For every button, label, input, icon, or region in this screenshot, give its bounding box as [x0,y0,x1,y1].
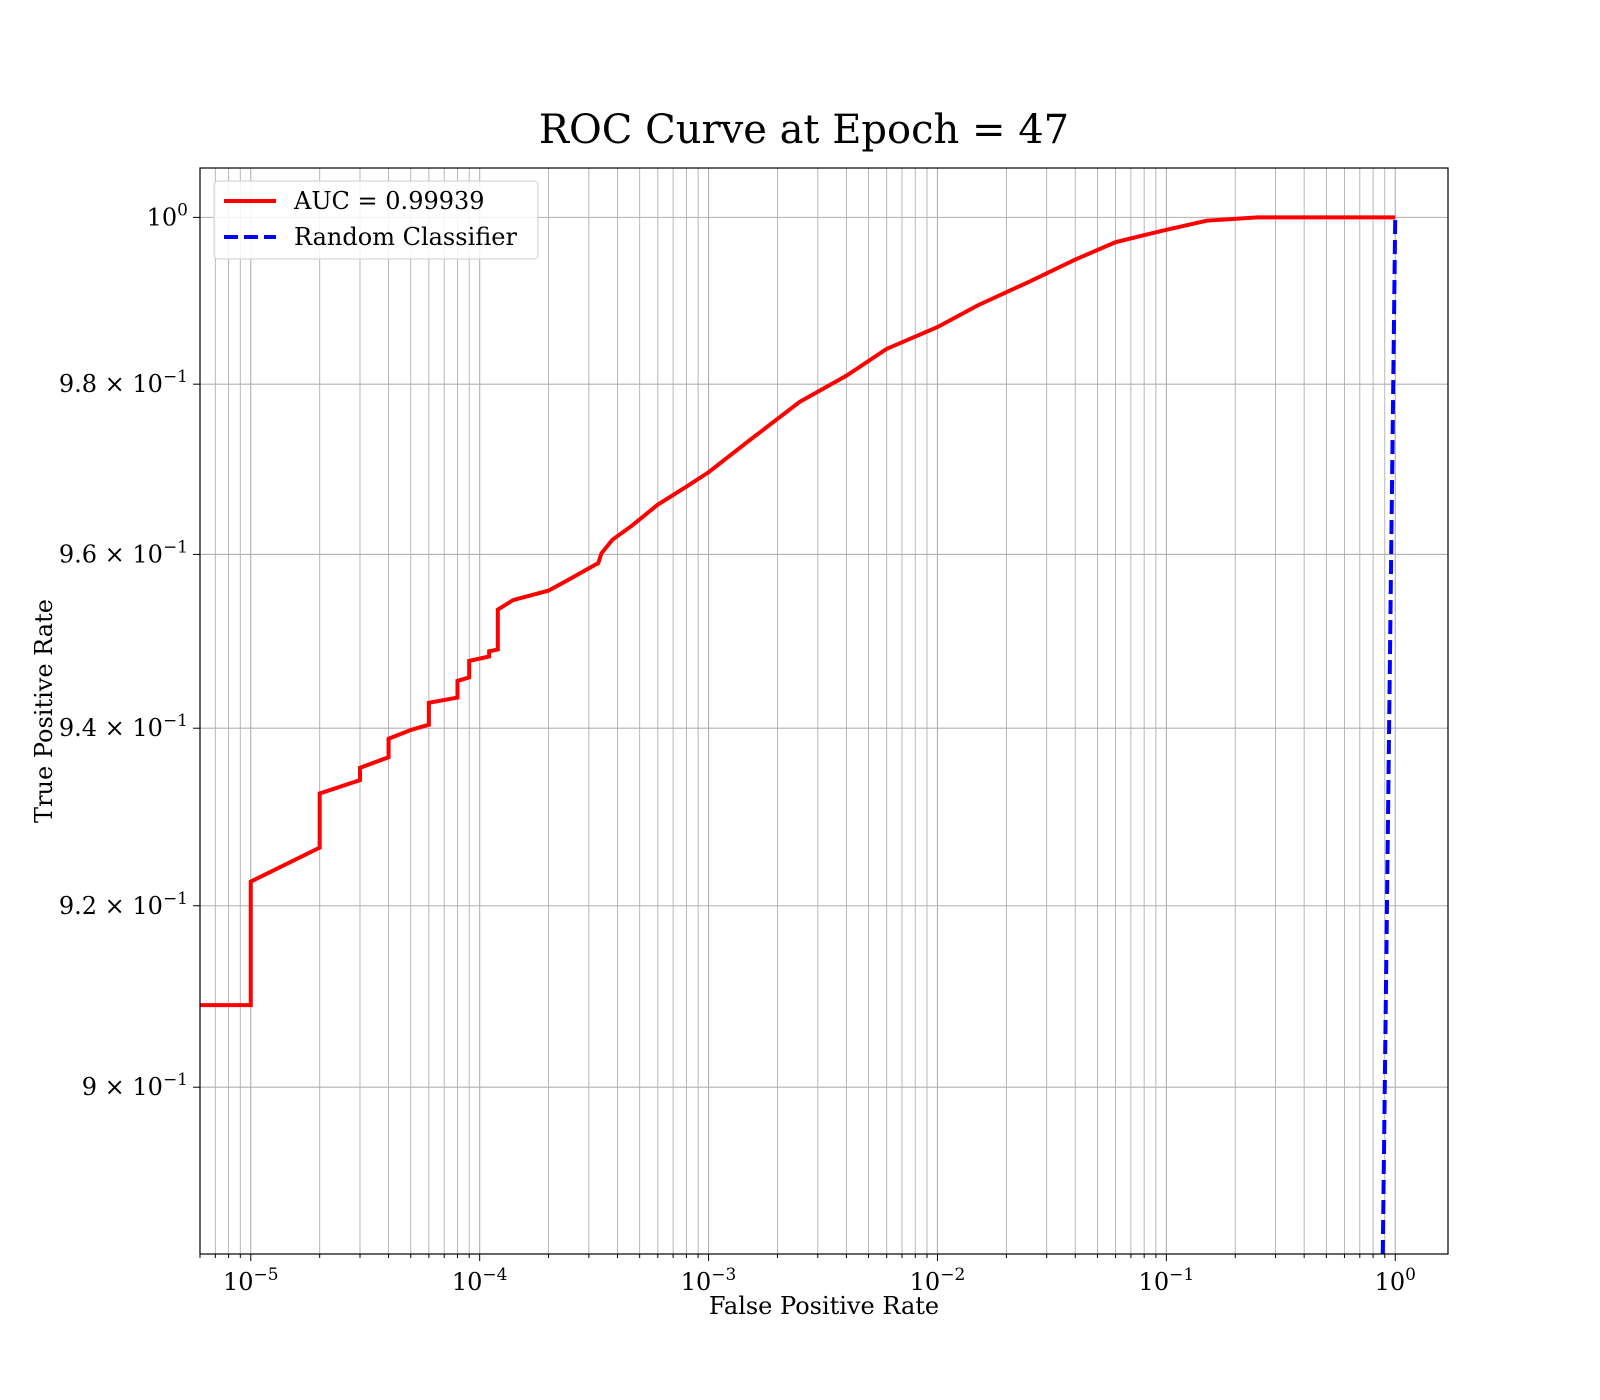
legend-label-random: Random Classifier [294,223,517,251]
y-tick-label: 9 × 10−1 [82,1070,188,1101]
plot-frame [199,167,1449,1255]
x-tick-label: 10−3 [681,1265,737,1296]
legend-box [213,180,539,260]
series-line-auc [200,215,1396,1008]
x-axis-label: False Positive Rate [709,1292,939,1320]
x-tick-label: 10−1 [1139,1265,1195,1296]
y-axis-label: True Positive Rate [30,599,58,823]
y-tick-label: 9.2 × 10−1 [59,889,188,920]
y-axis-ticks: 100 9.8 × 10−1 9.6 × 10−1 9.4 × 10−1 9.2 × 1… [59,200,200,1101]
x-tick-label: 100 [1375,1265,1416,1296]
x-axis-ticks: 10−5 10−4 10−3 10−2 10−1 100 [199,1254,1416,1296]
chart-title: ROC Curve at Epoch = 47 [539,107,1069,153]
x-tick-label: 10−5 [223,1265,279,1296]
x-tick-label: 10−4 [452,1265,508,1296]
y-tick-label: 100 [147,200,188,231]
y-tick-label: 9.8 × 10−1 [59,367,188,398]
x-tick-label: 10−2 [910,1265,966,1296]
series-layer [200,215,1398,1255]
legend: AUC = 0.99939 Random Classifier [213,180,539,260]
series-line-random [1380,217,1398,1255]
y-tick-label: 9.4 × 10−1 [59,711,188,742]
legend-label-auc: AUC = 0.99939 [293,187,485,215]
grid-lines [199,168,1448,1254]
y-tick-label: 9.6 × 10−1 [59,537,188,568]
